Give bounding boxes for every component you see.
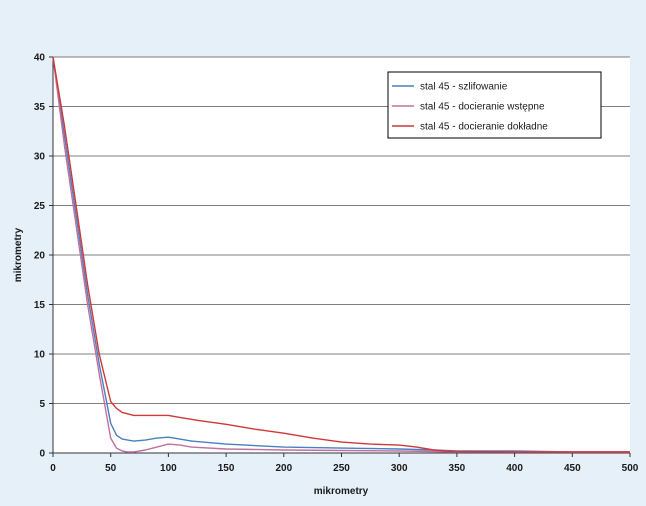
x-tick-label: 300 [391,463,408,474]
y-tick-label: 0 [39,449,45,460]
series-line-3 [52,56,630,453]
y-tick-label: 30 [34,152,46,163]
y-ticks: 0 5 10 15 20 25 30 35 40 [34,53,53,460]
x-ticks: 0 50 100 150 200 250 300 350 400 450 500 [50,453,639,474]
x-tick-label: 100 [160,463,177,474]
y-tick-label: 35 [34,102,46,113]
x-tick-label: 450 [564,463,581,474]
legend: stal 45 - szlifowanie stal 45 - docierani… [387,71,602,139]
x-axis-title: mikrometry [314,486,369,497]
x-tick-label: 400 [506,463,523,474]
legend-label-3: stal 45 - docieranie dokładne [420,122,548,133]
x-tick-label: 350 [449,463,466,474]
x-tick-label: 250 [333,463,350,474]
x-tick-label: 150 [218,463,235,474]
x-tick-label: 200 [275,463,292,474]
series-lines [52,56,630,453]
y-tick-label: 10 [34,350,46,361]
y-axis-title: mikrometry [13,227,24,282]
y-tick-label: 5 [39,399,45,410]
y-tick-label: 15 [34,300,46,311]
x-tick-label: 50 [105,463,117,474]
y-tick-label: 25 [34,201,46,212]
legend-label-2: stal 45 - docieranie wstępne [420,102,545,113]
x-tick-label: 500 [622,463,639,474]
x-tick-label: 0 [50,463,56,474]
y-tick-label: 40 [34,53,46,64]
legend-label-1: stal 45 - szlifowanie [420,82,508,93]
y-tick-label: 20 [34,251,46,262]
series-line-2 [52,56,630,453]
legend-box [387,71,602,139]
